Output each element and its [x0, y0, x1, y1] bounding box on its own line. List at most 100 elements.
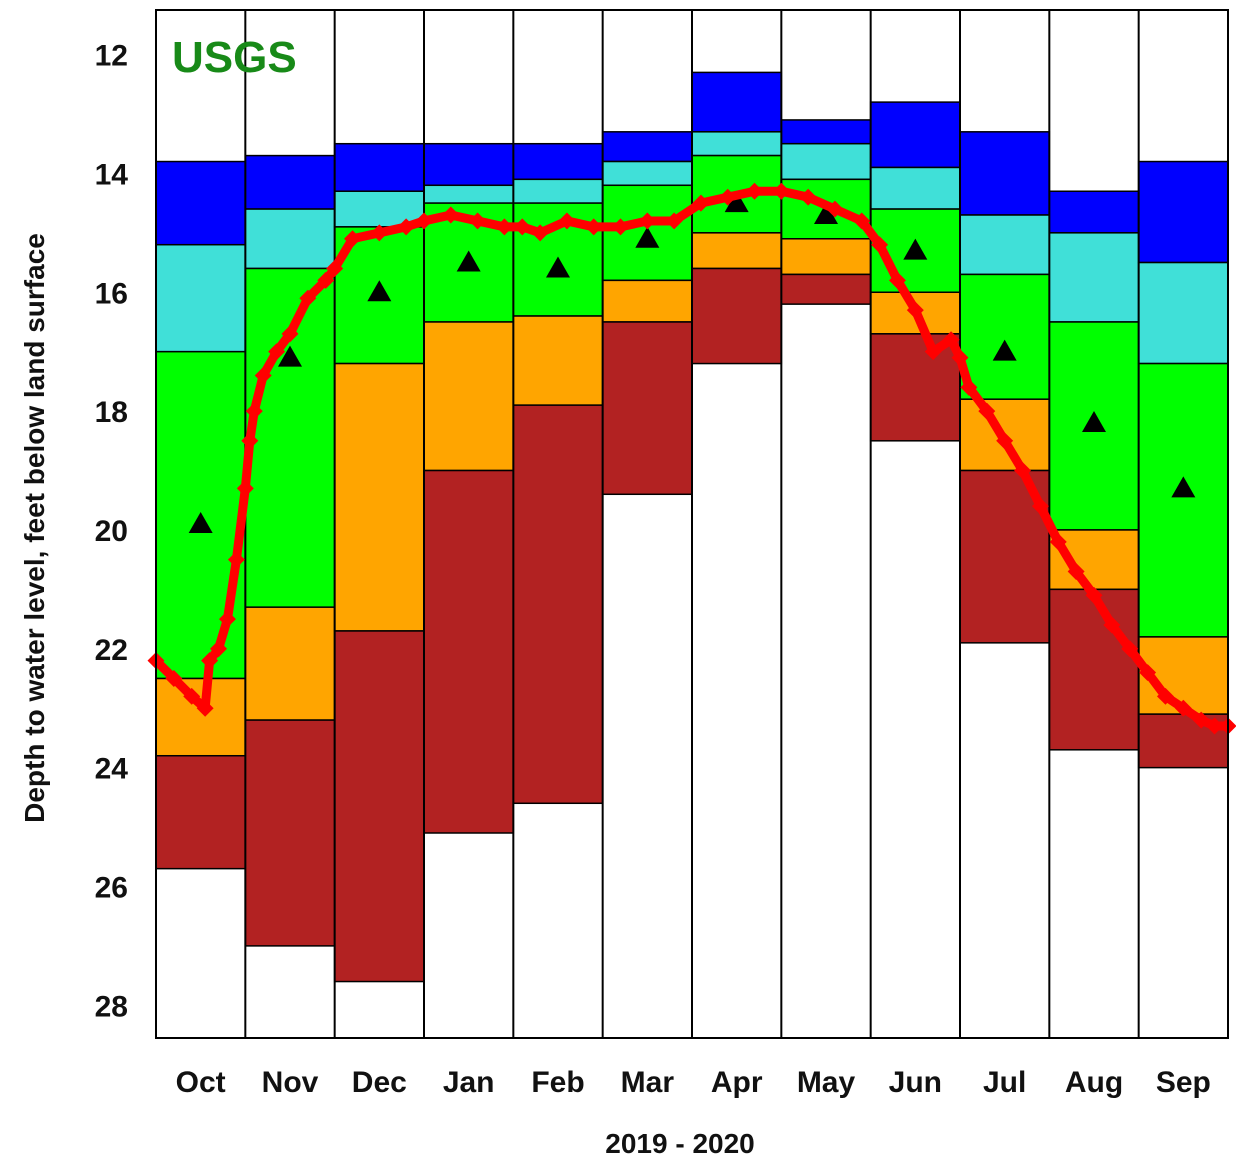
x-tick-label-may: May — [797, 1066, 856, 1099]
median-marker-may — [814, 203, 838, 225]
water-level-point — [1103, 616, 1121, 634]
band-nov-4 — [244, 719, 336, 947]
median-marker-aug — [1082, 410, 1106, 432]
band-jun-4 — [869, 333, 961, 442]
median-marker-sep — [1171, 476, 1196, 498]
water-level-point — [299, 289, 317, 307]
water-level-point — [183, 687, 201, 705]
water-level-point — [772, 182, 790, 200]
water-level-point — [254, 366, 272, 384]
water-level-point — [871, 236, 889, 254]
band-oct-0 — [155, 160, 247, 246]
water-level-point — [469, 212, 487, 230]
band-oct-3 — [155, 677, 247, 757]
median-marker-jun — [903, 238, 928, 260]
y-tick-label: 14 — [95, 158, 129, 191]
band-may-1 — [780, 142, 872, 181]
water-level-point — [853, 212, 871, 230]
y-tick-labels: 12 14 16 18 20 22 24 26 28 — [95, 40, 129, 1024]
x-axis-title: 2019 - 2020 — [605, 1128, 754, 1159]
band-feb-0 — [512, 142, 604, 181]
y-tick-label: 12 — [95, 40, 128, 73]
median-marker-nov — [278, 345, 302, 367]
water-level-point — [495, 218, 513, 236]
water-level-point — [245, 402, 263, 420]
band-jan-4 — [423, 469, 515, 834]
band-aug-4 — [1048, 588, 1140, 751]
median-marker-jan — [456, 250, 481, 272]
water-level-point — [201, 652, 219, 670]
water-level-point — [415, 212, 433, 230]
band-nov-1 — [244, 208, 336, 270]
water-level-point — [344, 230, 362, 248]
band-mar-1 — [601, 160, 693, 187]
band-sep-0 — [1137, 160, 1229, 264]
band-feb-4 — [512, 404, 604, 805]
water-level-point — [227, 551, 245, 569]
band-jan-3 — [423, 321, 515, 472]
water-level-point — [746, 182, 764, 200]
band-mar-0 — [601, 131, 693, 163]
band-dec-3 — [333, 362, 425, 632]
water-level-point — [218, 610, 236, 628]
water-level-point — [196, 699, 214, 717]
water-level-point — [638, 212, 656, 230]
water-level-point — [665, 212, 683, 230]
water-level-point — [1139, 664, 1157, 682]
water-level-point — [317, 271, 335, 289]
band-sep-1 — [1137, 261, 1229, 365]
water-level-point — [210, 640, 228, 658]
median-markers — [188, 191, 1196, 533]
band-sep-2 — [1137, 362, 1229, 638]
water-level-point — [370, 224, 388, 242]
x-tick-label-feb: Feb — [531, 1066, 584, 1099]
y-tick-label: 22 — [95, 634, 128, 667]
water-level-point — [719, 188, 737, 206]
y-axis-title: Depth to water level, feet below land su… — [19, 233, 50, 823]
band-dec-0 — [333, 142, 425, 192]
water-level-point — [442, 206, 460, 224]
band-apr-4 — [691, 267, 783, 365]
band-apr-0 — [691, 71, 783, 133]
water-level-point — [1085, 586, 1103, 604]
band-dec-4 — [333, 630, 425, 983]
water-level-point — [236, 479, 254, 497]
water-level-point — [1156, 687, 1174, 705]
band-may-0 — [780, 119, 872, 145]
band-feb-3 — [512, 315, 604, 406]
x-tick-labels: Oct Nov Dec Jan Feb Mar Apr May Jun Jul Aug Sep — [176, 1066, 1211, 1099]
water-level-point — [612, 218, 630, 236]
water-level-point — [951, 349, 969, 367]
plot-frame — [155, 9, 1229, 1039]
median-marker-jul — [992, 339, 1017, 361]
band-dec-1 — [333, 190, 425, 228]
band-nov-2 — [244, 267, 336, 608]
median-marker-feb — [546, 256, 570, 278]
water-level-point — [397, 218, 415, 236]
y-tick-label: 16 — [95, 277, 128, 310]
water-level-point — [165, 670, 183, 687]
water-level-point — [942, 331, 960, 349]
water-level-series — [147, 182, 1236, 735]
water-level-point — [960, 378, 978, 396]
median-marker-oct — [188, 512, 213, 533]
x-tick-label-jan: Jan — [443, 1066, 495, 1099]
y-tick-label: 20 — [95, 515, 128, 548]
usgs-logo: USGS — [172, 33, 297, 82]
water-level-point — [513, 218, 531, 236]
band-may-3 — [780, 238, 872, 276]
water-level-point — [978, 402, 996, 420]
band-jul-1 — [959, 214, 1051, 276]
water-level-point — [799, 188, 817, 206]
band-apr-1 — [691, 131, 783, 157]
water-level-point — [996, 432, 1014, 450]
band-aug-1 — [1048, 232, 1140, 323]
band-jan-1 — [423, 184, 515, 204]
water-level-point — [281, 325, 299, 343]
water-level-point — [326, 260, 344, 277]
median-marker-apr — [724, 191, 749, 213]
band-jun-0 — [869, 101, 961, 169]
water-level-point — [1192, 711, 1210, 729]
water-level-point — [531, 224, 549, 242]
